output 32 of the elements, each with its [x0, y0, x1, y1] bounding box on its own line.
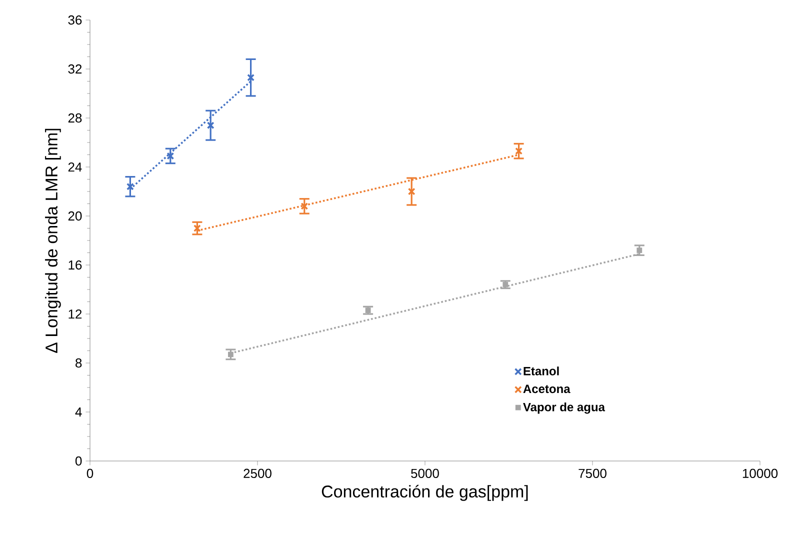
point: [247, 74, 255, 82]
point: [193, 224, 201, 232]
legend-label: Acetona: [523, 384, 570, 394]
point: [166, 152, 174, 160]
point: [206, 122, 214, 130]
x-tick-label: 0: [86, 468, 94, 478]
y-tick-label: 16: [68, 260, 82, 270]
x-tick-label: 10000: [742, 468, 778, 478]
y-axis-title: Δ Longitud de onda LMR [nm]: [45, 128, 61, 353]
point: [228, 352, 234, 358]
y-tick-label: 36: [68, 15, 82, 25]
y-tick-label: 8: [76, 358, 82, 368]
y-tick-label: 28: [68, 113, 82, 123]
y-tick-label: 12: [68, 309, 82, 319]
legend-label: Vapor de agua: [523, 402, 606, 414]
x-tick-label: 2500: [244, 468, 272, 478]
point: [515, 147, 523, 155]
x-axis-title: Concentración de gas[ppm]: [322, 484, 528, 501]
point: [408, 188, 416, 196]
point: [502, 282, 508, 288]
y-tick-label: 24: [68, 162, 82, 172]
x-tick-label: 7500: [578, 468, 606, 478]
y-tick-label: 0: [75, 456, 82, 466]
point: [300, 202, 308, 210]
y-tick-label: 32: [68, 64, 82, 74]
y-tick-label: 4: [75, 408, 82, 416]
point: [365, 308, 371, 314]
point: [636, 248, 642, 254]
y-tick-label: 20: [68, 211, 82, 221]
legend-label: Etanol: [524, 366, 559, 376]
point: [126, 182, 134, 190]
x-tick-label: 5000: [411, 468, 439, 478]
